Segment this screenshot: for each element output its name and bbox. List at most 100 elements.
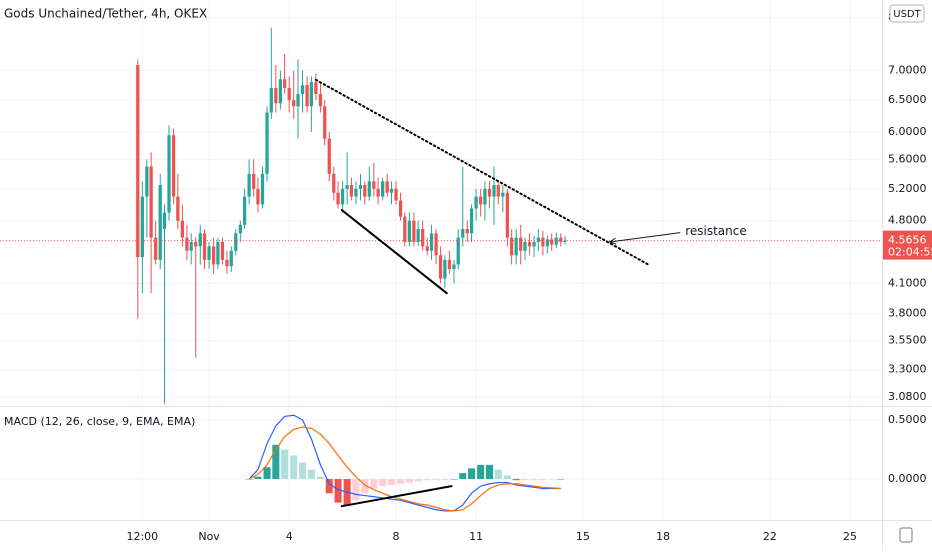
candle-body <box>176 196 180 221</box>
candle-body <box>349 185 354 197</box>
histogram-bar <box>299 462 307 480</box>
histogram-bar <box>557 479 565 480</box>
candle-body <box>260 173 265 205</box>
histogram-bar <box>397 479 405 484</box>
candle-body <box>421 229 425 247</box>
histogram-bar <box>548 479 556 480</box>
histogram-bar <box>485 464 493 480</box>
candle-body <box>292 100 296 107</box>
marks <box>0 27 882 512</box>
settings-icon <box>899 527 913 543</box>
candle-body <box>381 181 385 197</box>
candle-body <box>532 241 536 247</box>
histogram-bar <box>521 479 529 481</box>
labels: 12:00Nov48111518222587.00006.50006.00005… <box>126 11 932 543</box>
settings-button[interactable] <box>884 523 928 547</box>
candle-body <box>194 241 198 247</box>
candle-body <box>332 173 336 193</box>
candle-body <box>363 185 367 197</box>
histogram-bar <box>263 467 271 480</box>
candle-body <box>487 188 492 197</box>
candle-body <box>140 196 144 258</box>
histogram-bar <box>254 476 262 480</box>
candle-body <box>509 237 514 256</box>
countdown-label: 02:04:55 <box>888 246 932 259</box>
candle-body <box>523 241 527 251</box>
x-tick-label: Nov <box>198 530 220 543</box>
histogram-bar <box>325 479 333 494</box>
y-tick-label: 5.2000 <box>888 182 927 195</box>
candle-body <box>443 259 447 279</box>
candle-body <box>269 88 273 113</box>
annotation-arrow <box>609 232 681 243</box>
grid <box>0 0 882 520</box>
histogram-bar <box>512 479 520 481</box>
candle-body <box>154 237 158 260</box>
y-tick-label: 6.0000 <box>888 125 927 138</box>
y-tick-label: 3.8000 <box>888 307 927 320</box>
candle-body <box>225 259 229 267</box>
candle-body <box>180 220 185 238</box>
candle-body <box>425 246 429 251</box>
y-tick-label: 0.5000 <box>888 413 927 426</box>
x-tick-label: 8 <box>393 530 400 543</box>
candle-body <box>403 216 407 242</box>
histogram-bar <box>290 455 298 480</box>
candle-body <box>318 94 323 107</box>
candle-body <box>207 246 211 260</box>
histogram-bar <box>503 475 511 480</box>
histogram-bar <box>450 479 458 480</box>
histogram-bar <box>530 479 538 481</box>
x-tick-label: 25 <box>843 530 857 543</box>
candle-body <box>398 200 403 217</box>
candle-body <box>216 241 220 265</box>
candle-body <box>514 237 518 256</box>
chart-title: Gods Unchained/Tether, 4h, OKEX <box>4 7 207 21</box>
candle-body <box>550 239 554 245</box>
candle-body <box>162 212 167 230</box>
histogram-bar <box>494 469 502 480</box>
x-tick-label: 4 <box>286 530 293 543</box>
candle-body <box>145 166 149 197</box>
candle-body <box>367 181 371 197</box>
histogram-bar <box>370 479 378 489</box>
candle-body <box>189 241 193 251</box>
candle-body <box>563 240 567 242</box>
macd-title: MACD (12, 26, close, 9, EMA, EMA) <box>4 415 195 428</box>
x-tick-label: 12:00 <box>126 530 158 543</box>
histogram-bar <box>405 479 413 483</box>
candle-body <box>167 135 171 213</box>
histogram-bar <box>245 479 253 480</box>
candle-body <box>385 181 389 193</box>
candle-body <box>416 229 420 242</box>
unit-badge[interactable] <box>889 4 925 23</box>
histogram-bar <box>307 469 315 480</box>
histogram-bar <box>316 476 324 480</box>
x-tick-label: 15 <box>576 530 590 543</box>
candle-body <box>171 135 176 197</box>
candle-body <box>283 79 287 89</box>
x-tick-label: 11 <box>469 530 483 543</box>
candle-body <box>501 192 505 197</box>
candle-body <box>394 188 398 201</box>
macd-line <box>248 414 561 512</box>
candle-body <box>429 233 434 251</box>
histogram-bar <box>281 449 289 480</box>
candle-body <box>211 246 216 265</box>
histogram-bar <box>468 468 476 480</box>
candle-body <box>492 185 496 197</box>
annotation-arrow-head <box>608 237 617 245</box>
last-price-badge <box>883 230 932 260</box>
candle-body <box>247 173 251 197</box>
signal-line <box>248 426 561 512</box>
candle-body <box>198 233 202 247</box>
candle-body <box>242 196 247 225</box>
candle-body <box>461 229 465 238</box>
candle-body <box>372 181 376 189</box>
candle-body <box>278 79 283 104</box>
candle-body <box>438 255 443 279</box>
candle-body <box>469 208 474 234</box>
candle-body <box>527 241 532 247</box>
y-tick-label: 5.6000 <box>888 152 927 165</box>
candle-body <box>434 233 438 256</box>
